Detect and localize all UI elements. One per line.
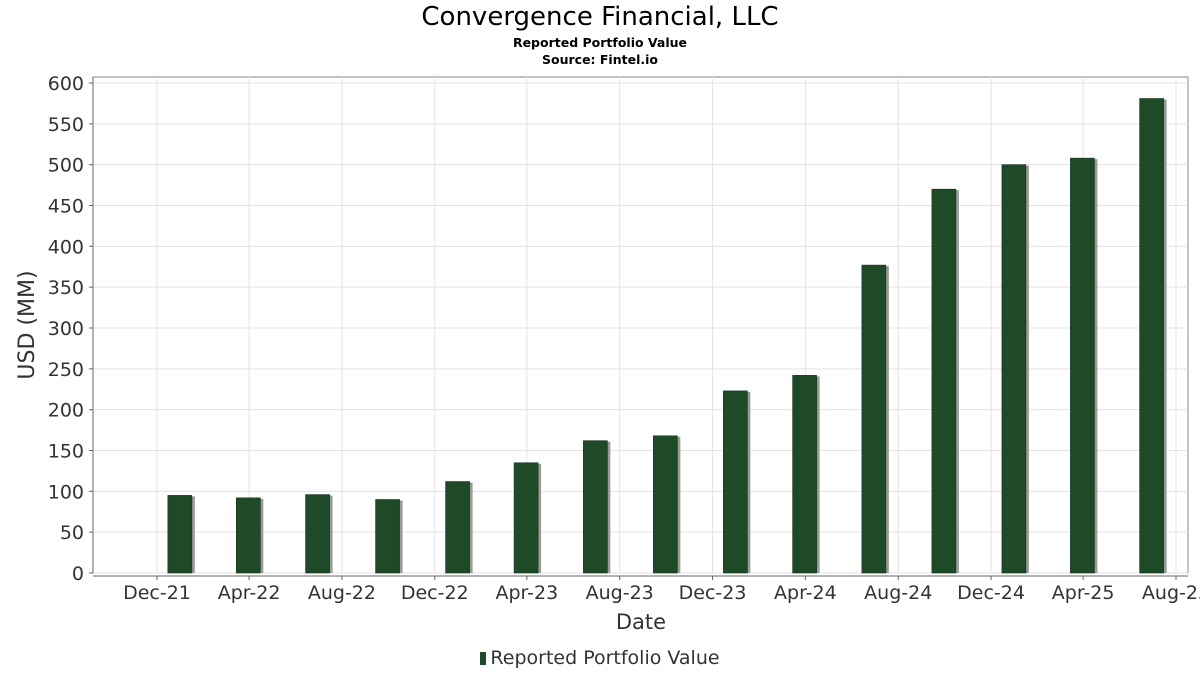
- chart-plot: 0 50 100 150 200 250 300 350 400 450 500 550 600 Dec…: [15, 73, 1200, 634]
- y-tick-label: 300: [48, 318, 84, 340]
- bar: [1070, 157, 1095, 574]
- y-tick-label: 600: [48, 73, 84, 95]
- y-tick-label: 450: [48, 196, 84, 218]
- y-tick-label: 400: [48, 236, 84, 258]
- y-tick-label: 200: [48, 400, 84, 422]
- bar: [653, 435, 678, 574]
- legend-label: Reported Portfolio Value: [490, 647, 720, 669]
- chart-subtitle: Reported Portfolio Value: [512, 35, 688, 50]
- x-tick-label: Apr-24: [774, 582, 837, 604]
- y-axis-title: USD (MM): [15, 270, 40, 379]
- bar: [931, 188, 957, 574]
- x-tick-label: Apr-23: [496, 582, 559, 604]
- x-tick-labels: Dec-21 Apr-22 Aug-22 Dec-22 Apr-23 Aug-23 Dec-…: [123, 582, 1200, 604]
- x-tick-label: Aug-22: [308, 582, 376, 604]
- x-tick-label: Dec-22: [401, 582, 469, 604]
- bar: [1139, 98, 1164, 574]
- bar: [167, 495, 193, 574]
- bar: [1001, 164, 1027, 574]
- bar: [583, 440, 608, 574]
- y-tick-label: 50: [60, 522, 84, 544]
- y-tick-labels: 0 50 100 150 200 250 300 350 400 450 500 550 600: [48, 73, 84, 585]
- y-tick-label: 100: [48, 481, 84, 503]
- y-tick-label: 500: [48, 155, 84, 177]
- bar: [305, 494, 330, 574]
- y-tick-label: 0: [72, 563, 84, 585]
- x-tick-label: Dec-23: [679, 582, 747, 604]
- chart-source: Source: Fintel.io: [542, 52, 658, 67]
- axes: [89, 77, 1188, 580]
- x-tick-label: Aug-25: [1142, 582, 1200, 604]
- x-tick-label: Dec-24: [957, 582, 1025, 604]
- bar: [723, 390, 748, 574]
- bar: [513, 462, 539, 574]
- chart-title: Convergence Financial, LLC: [421, 2, 779, 32]
- bars: [167, 98, 1167, 574]
- x-tick-label: Aug-24: [864, 582, 932, 604]
- bar: [792, 375, 817, 574]
- y-tick-label: 250: [48, 359, 84, 381]
- x-tick-label: Aug-23: [586, 582, 654, 604]
- bar: [445, 481, 470, 574]
- bar: [236, 497, 261, 574]
- x-tick-label: Apr-25: [1052, 582, 1115, 604]
- legend-swatch: [480, 652, 487, 665]
- x-axis-title: Date: [616, 610, 666, 634]
- y-tick-label: 150: [48, 441, 84, 463]
- x-tick-label: Dec-21: [123, 582, 191, 604]
- y-tick-label: 350: [48, 277, 84, 299]
- legend: Reported Portfolio Value: [0, 647, 1200, 669]
- bar: [861, 264, 887, 574]
- y-tick-label: 550: [48, 114, 84, 136]
- bar: [375, 499, 400, 574]
- x-tick-label: Apr-22: [218, 582, 281, 604]
